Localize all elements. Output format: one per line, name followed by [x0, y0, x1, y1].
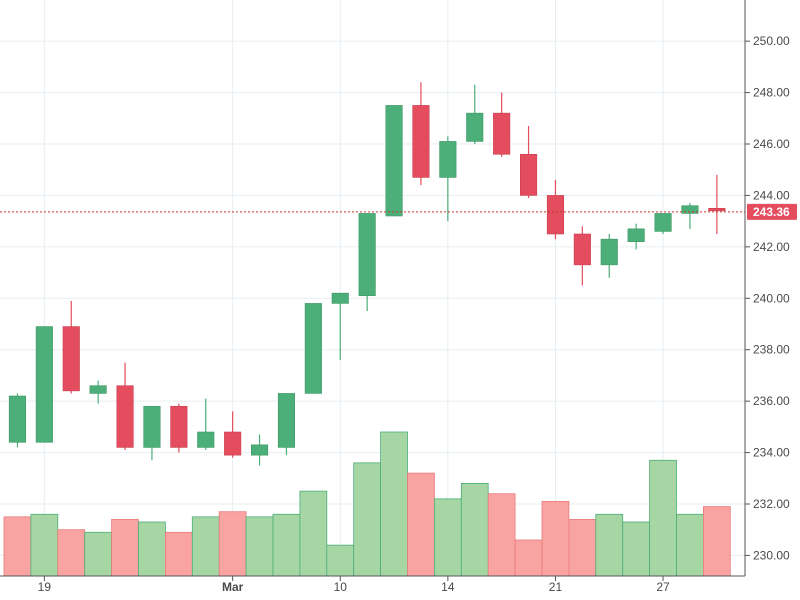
y-tick-label: 238.00 [753, 343, 790, 357]
candle-body [62, 326, 80, 392]
x-tick-label: Mar [222, 580, 244, 594]
candle-body [600, 238, 618, 266]
volume-bar [164, 531, 193, 577]
candle-body [493, 112, 511, 155]
x-tick-label: 27 [656, 580, 670, 594]
volume-bar [407, 472, 435, 577]
volume-bar [568, 519, 597, 577]
volume-bar [191, 516, 220, 577]
y-tick-label: 240.00 [753, 291, 790, 305]
candle-body [385, 105, 403, 217]
volume-bar [30, 513, 59, 577]
volume-bar [622, 521, 651, 577]
candle-body [546, 195, 565, 235]
x-tick-label: 10 [334, 580, 348, 594]
grid [0, 0, 745, 576]
candle-body [573, 233, 591, 266]
volume-bar [703, 506, 731, 577]
y-tick-label: 244.00 [753, 188, 790, 202]
y-tick-label: 242.00 [753, 240, 790, 254]
y-tick-label: 236.00 [753, 394, 790, 408]
candle-body [708, 207, 726, 212]
candle-body [224, 431, 242, 456]
y-tick-label: 232.00 [753, 497, 790, 511]
x-tick-label: 19 [38, 580, 52, 594]
volume-bar [84, 531, 112, 577]
current-price-tag [747, 203, 797, 220]
volume-bars [3, 431, 731, 577]
axes: 230.00 232.00 234.00 236.00 238.00 240.00 242.… [0, 0, 790, 594]
y-tick-label: 230.00 [753, 548, 790, 562]
candle-body [439, 141, 457, 178]
candle-body [681, 205, 699, 214]
candle-body [251, 444, 269, 456]
volume-bar [433, 498, 462, 577]
current-price-label: 243.36 [753, 205, 790, 219]
volume-bar [514, 539, 543, 577]
candle-body [197, 431, 215, 448]
candle-body [89, 385, 107, 394]
volume-bar [649, 459, 677, 577]
volume-bar [380, 431, 408, 577]
candle-body [277, 393, 296, 448]
volume-bar [595, 513, 624, 577]
volume-bar [57, 529, 86, 577]
candle-body [331, 292, 349, 304]
candle-body [116, 385, 134, 448]
current-price-line: 243.36 [0, 203, 797, 220]
y-tick-label: 246.00 [753, 137, 790, 151]
volume-bar [138, 521, 166, 577]
candle-body [627, 228, 645, 243]
volume-bar [541, 501, 570, 577]
candle-body [519, 153, 538, 196]
x-tick-label: 21 [549, 580, 563, 594]
volume-bar [299, 490, 328, 577]
y-tick-label: 248.00 [753, 86, 790, 100]
candle-body [358, 213, 376, 297]
candle-body [35, 326, 53, 443]
candle-body [466, 112, 484, 142]
volume-bar [245, 516, 274, 577]
volume-bar [353, 462, 382, 577]
volume-bar [326, 544, 355, 577]
candle-body [304, 303, 322, 394]
candle-body [170, 405, 188, 448]
volume-bar [111, 519, 139, 577]
volume-bar [460, 483, 489, 577]
candles [8, 82, 726, 466]
candle-body [143, 405, 161, 448]
candle-body [412, 105, 430, 178]
volume-bar [487, 493, 516, 577]
volume-bar [676, 513, 704, 577]
volume-bar [218, 511, 247, 577]
volume-bar [3, 516, 32, 577]
y-tick-label: 234.00 [753, 446, 790, 460]
volume-bar [272, 513, 301, 577]
y-tick-label: 250.00 [753, 34, 790, 48]
candle-body [8, 395, 26, 443]
candle-body [654, 213, 672, 232]
x-tick-label: 14 [441, 580, 455, 594]
